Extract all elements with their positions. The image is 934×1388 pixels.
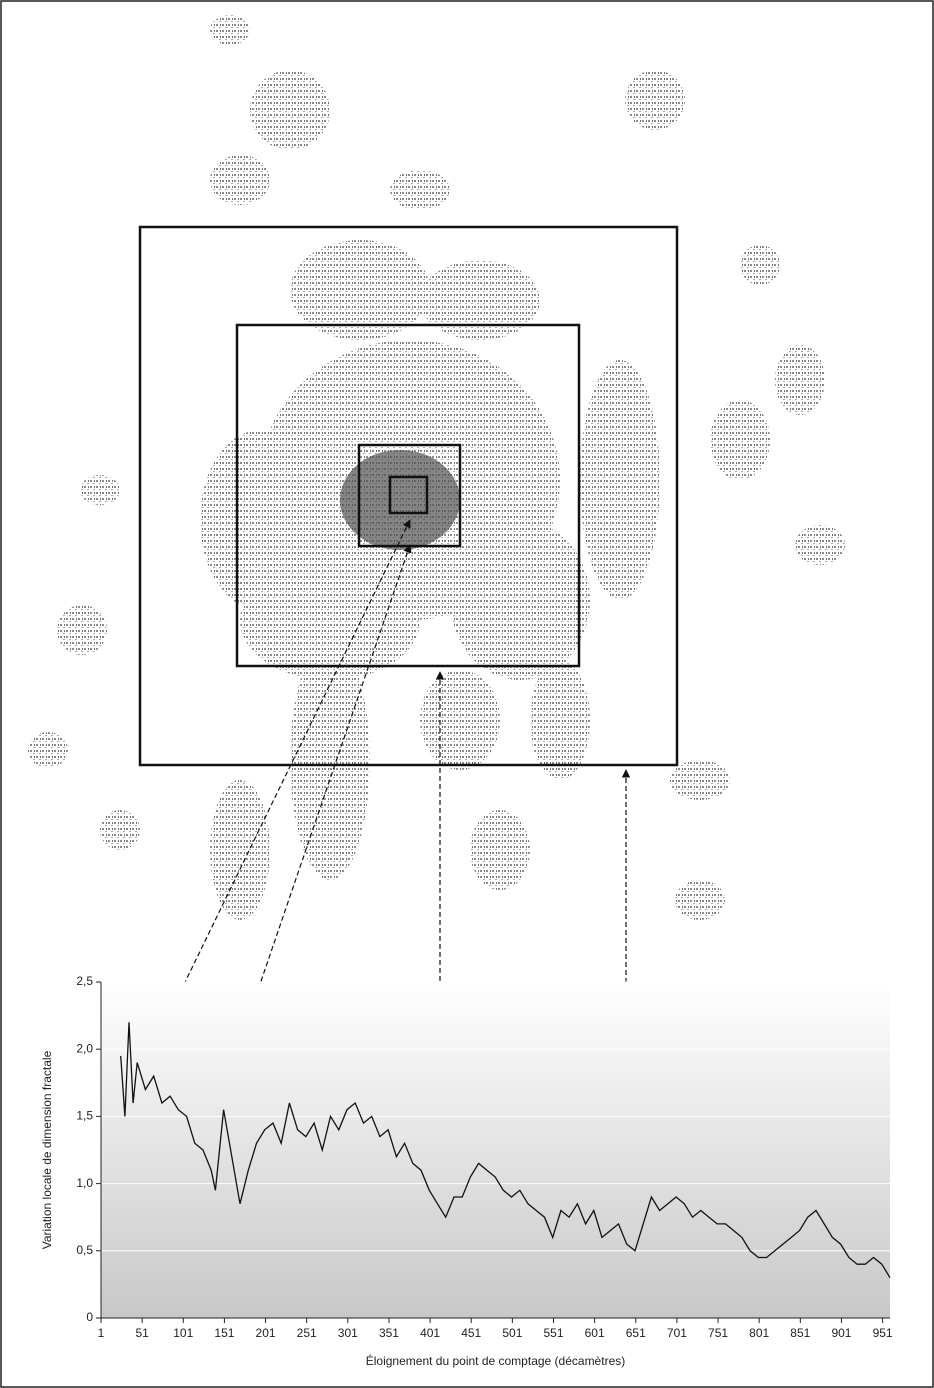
x-tick-label: 701 bbox=[667, 1326, 687, 1340]
y-tick-label: 1,5 bbox=[76, 1109, 93, 1123]
x-tick-label: 901 bbox=[831, 1326, 851, 1340]
x-tick-label: 501 bbox=[502, 1326, 522, 1340]
chart: 00,51,01,52,02,51 51 101 151 201 251 301 351 401… bbox=[40, 974, 893, 1368]
data-line bbox=[120, 1022, 891, 1279]
y-tick-label: 0 bbox=[86, 1310, 93, 1324]
x-tick-label: 101 bbox=[173, 1326, 193, 1340]
x-tick-label: 451 bbox=[461, 1326, 481, 1340]
x-tick-label: 301 bbox=[338, 1326, 358, 1340]
urban-map bbox=[28, 15, 845, 920]
plot-background bbox=[101, 982, 890, 1318]
x-tick-label: 201 bbox=[256, 1326, 276, 1340]
x-tick-label: 951 bbox=[873, 1326, 893, 1340]
y-tick-label: 2,0 bbox=[76, 1041, 93, 1055]
x-tick-label: 1 bbox=[98, 1326, 105, 1340]
x-tick-label: 551 bbox=[543, 1326, 563, 1340]
x-tick-label: 751 bbox=[708, 1326, 728, 1340]
x-tick-label: 151 bbox=[214, 1326, 234, 1340]
y-tick-label: 0,5 bbox=[76, 1243, 93, 1257]
x-tick-label: 851 bbox=[790, 1326, 810, 1340]
x-tick-label: 801 bbox=[749, 1326, 769, 1340]
x-axis-label: Éloignement du point de comptage (décamè… bbox=[366, 1353, 625, 1368]
x-tick-label: 601 bbox=[585, 1326, 605, 1340]
y-tick-label: 2,5 bbox=[76, 974, 93, 988]
x-tick-label: 651 bbox=[626, 1326, 646, 1340]
x-tick-label: 401 bbox=[420, 1326, 440, 1340]
x-tick-label: 51 bbox=[135, 1326, 149, 1340]
y-axis-label: Variation locale de dimension fractale bbox=[40, 1050, 54, 1249]
y-tick-label: 1,0 bbox=[76, 1176, 93, 1190]
x-tick-label: 251 bbox=[297, 1326, 317, 1340]
x-tick-label: 351 bbox=[379, 1326, 399, 1340]
